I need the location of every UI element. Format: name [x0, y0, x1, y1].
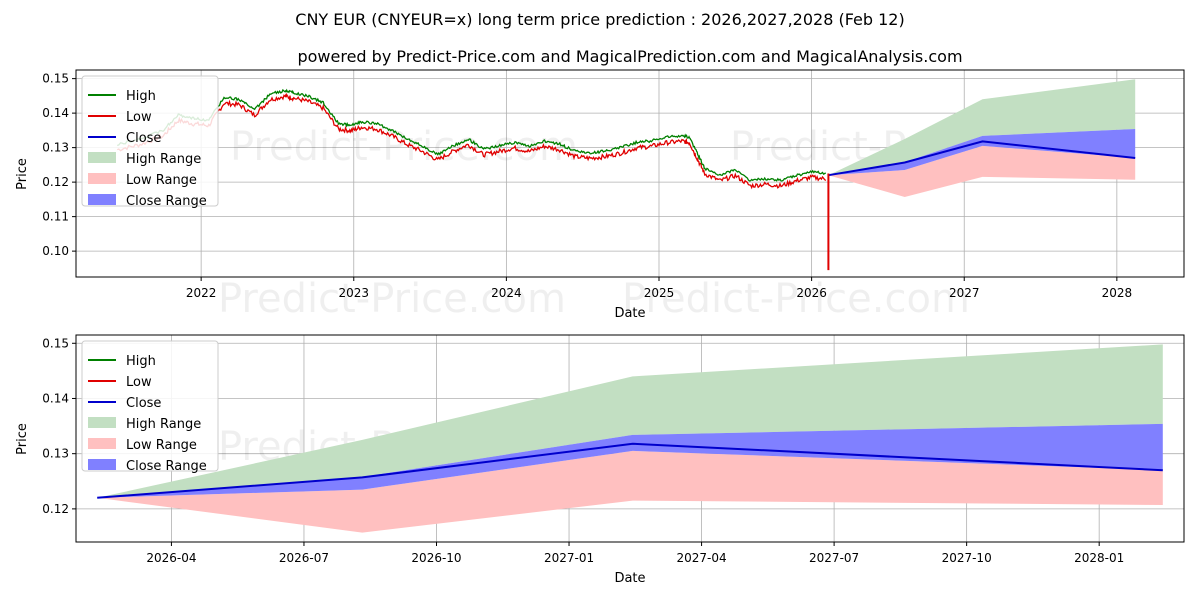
- y-tick-label: 0.14: [42, 106, 69, 120]
- bottom-forecast-ranges: [97, 344, 1163, 533]
- bottom-legend: High Low Close High Range Low Range Close Ran…: [81, 340, 219, 474]
- y-tick-label: 0.14: [42, 391, 69, 405]
- legend-close-label: Close: [126, 396, 161, 411]
- x-tick-label: 2022: [186, 286, 217, 300]
- history-low-line: [116, 92, 827, 190]
- top-y-axis-label: Price: [15, 158, 30, 190]
- y-tick-label: 0.15: [42, 72, 69, 86]
- bottom-forecast-close-line: [97, 442, 1163, 499]
- x-tick-label: 2027-07: [809, 551, 859, 565]
- top-close-range-area: [828, 129, 1136, 176]
- x-tick-label: 2028-01: [1074, 551, 1124, 565]
- x-tick-label: 2026: [796, 286, 827, 300]
- watermark: Predict-Price.com: [622, 276, 970, 322]
- bottom-axis-ticks: 2026-04 2026-07 2026-10 2027-01 2027-04 2027-…: [42, 336, 1124, 565]
- top-axis-ticks: 2022 2023 2024 2025 2026 2027 2028 0.10 0.11 0.12…: [42, 72, 1132, 300]
- legend-close-range-label: Close Range: [126, 459, 207, 474]
- legend-close-label: Close: [126, 131, 161, 146]
- legend-close-range-swatch: [88, 459, 116, 470]
- x-tick-label: 2026-04: [146, 551, 196, 565]
- bottom-x-axis-label: Date: [614, 571, 645, 586]
- legend-close-range-label: Close Range: [126, 194, 207, 209]
- legend-high-range-label: High Range: [126, 417, 201, 432]
- legend-low-range-swatch: [88, 173, 116, 184]
- y-tick-label: 0.13: [42, 141, 69, 155]
- chart-subtitle: powered by Predict-Price.com and Magical…: [297, 47, 962, 66]
- legend-low-range-swatch: [88, 438, 116, 449]
- legend-low-label: Low: [126, 110, 152, 125]
- legend-high-label: High: [126, 89, 156, 104]
- y-tick-label: 0.15: [42, 336, 69, 350]
- top-forecast-ranges: [828, 79, 1136, 197]
- x-tick-label: 2026-10: [411, 551, 461, 565]
- watermark: Predict-Price.com: [230, 124, 578, 170]
- x-tick-label: 2026-07: [279, 551, 329, 565]
- y-tick-label: 0.11: [42, 210, 69, 224]
- legend-high-range-swatch: [88, 152, 116, 163]
- watermark: Predict-Price.com: [218, 276, 566, 322]
- top-forecast-close-line: [828, 140, 1136, 177]
- top-low-range-area: [828, 145, 1136, 197]
- x-tick-label: 2025: [644, 286, 675, 300]
- legend-close-range-swatch: [88, 194, 116, 205]
- x-tick-label: 2023: [338, 286, 369, 300]
- bottom-series-lines: [97, 442, 1163, 499]
- bottom-low-range-area: [97, 450, 1163, 533]
- top-panel: Predict-Price.com Predict-Price.com Pred…: [15, 69, 1185, 322]
- top-high-range-area: [828, 79, 1136, 176]
- bottom-y-axis-label: Price: [15, 423, 30, 455]
- legend-high-range-swatch: [88, 417, 116, 428]
- legend-high-label: High: [126, 354, 156, 369]
- x-tick-label: 2027: [949, 286, 980, 300]
- top-series-lines: [116, 88, 1136, 271]
- top-plot-frame: [75, 69, 1185, 278]
- legend-high-range-label: High Range: [126, 152, 201, 167]
- x-tick-label: 2027-04: [676, 551, 726, 565]
- top-legend: High Low Close High Range Low Range Close Ran…: [81, 75, 219, 209]
- bottom-close-range-area: [97, 423, 1163, 498]
- bottom-high-range-area: [97, 344, 1163, 498]
- top-x-axis-label: Date: [614, 306, 645, 321]
- legend-low-range-label: Low Range: [126, 438, 197, 453]
- x-tick-label: 2027-10: [942, 551, 992, 565]
- history-high-line: [116, 88, 827, 182]
- y-tick-label: 0.10: [42, 244, 69, 258]
- legend-low-range-label: Low Range: [126, 173, 197, 188]
- y-tick-label: 0.13: [42, 447, 69, 461]
- y-tick-label: 0.12: [42, 175, 69, 189]
- x-tick-label: 2027-01: [544, 551, 594, 565]
- x-tick-label: 2028: [1102, 286, 1133, 300]
- legend-low-label: Low: [126, 375, 152, 390]
- bottom-panel: Predict-Price.com Predict-Price.com 2026…: [15, 334, 1185, 586]
- y-tick-label: 0.12: [42, 502, 69, 516]
- chart-title: CNY EUR (CNYEUR=x) long term price predi…: [295, 10, 904, 29]
- bottom-plot-frame: [75, 334, 1185, 543]
- x-tick-label: 2024: [491, 286, 522, 300]
